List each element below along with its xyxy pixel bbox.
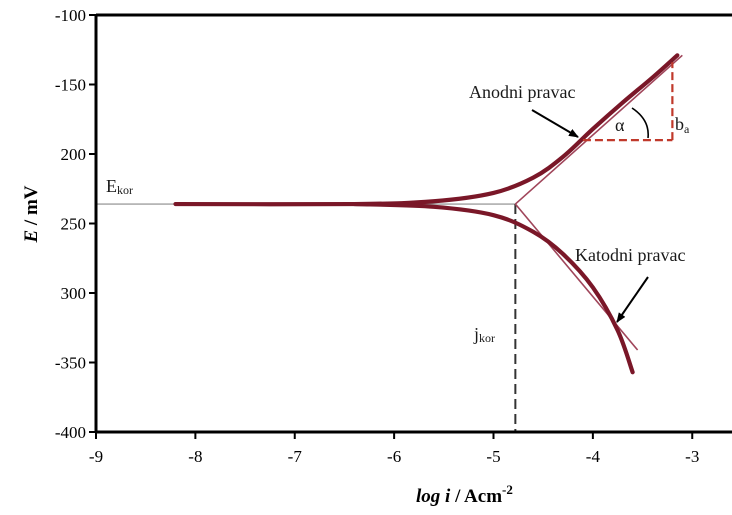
series-line-cathodic-branch [352,201,635,375]
axes-layer [94,13,732,434]
ba-label-main: b [675,114,684,134]
ba-label: ba [675,114,690,136]
tafel-line-cathodic [514,203,639,351]
y-tick-label: -350 [55,354,86,373]
x-axis-title: log i / Acm-2 [416,482,513,507]
series-line-anodic-branch [173,53,680,207]
x-axis-title-main: log i [416,486,451,507]
x-axis-title-exp: -2 [502,482,513,497]
anodni-pravac-label: Anodni pravac [469,82,575,102]
alpha-arc [631,107,649,139]
x-tick-label: -4 [586,447,601,466]
x-tick-label: -8 [188,447,202,466]
ekor-label-main: E [106,176,117,196]
tick-layer: -9 -8 -7 -6 -5 -4 -3 -100 -150 200 250 300 -350 -400 [55,6,700,466]
jkor-label: jkor [473,324,495,345]
alpha-label: α [615,115,625,135]
ekor-label-sub: kor [117,183,133,197]
slope-triangle-layer [582,62,674,142]
x-tick-label: -7 [288,447,303,466]
y-axis-title-main: E [21,230,42,244]
ba-label-sub: a [684,122,690,136]
y-tick-label: -400 [55,423,86,442]
y-axis-title-unit: / mV [21,185,42,230]
katodni-arrow [616,276,649,323]
ekor-label: Ekor [106,176,133,197]
guide-layer [96,54,683,432]
series-layer [173,53,680,375]
anodni-arrow [531,109,579,138]
tafel-line-anodic [514,54,683,205]
x-tick-label: -6 [387,447,401,466]
jkor-label-sub: kor [479,331,495,345]
y-tick-label: -150 [55,76,86,95]
katodni-pravac-label: Katodni pravac [575,245,685,265]
y-tick-label: 250 [61,215,87,234]
x-axis-title-unit: / Acm [450,486,502,507]
x-tick-label: -3 [685,447,699,466]
y-tick-label: -100 [55,6,86,25]
jkor-label-main: j [473,324,479,344]
y-axis-title: E / mV [21,185,42,243]
x-tick-label: -5 [486,447,500,466]
y-tick-label: 200 [61,145,87,164]
x-tick-label: -9 [89,447,103,466]
y-tick-label: 300 [61,284,87,303]
